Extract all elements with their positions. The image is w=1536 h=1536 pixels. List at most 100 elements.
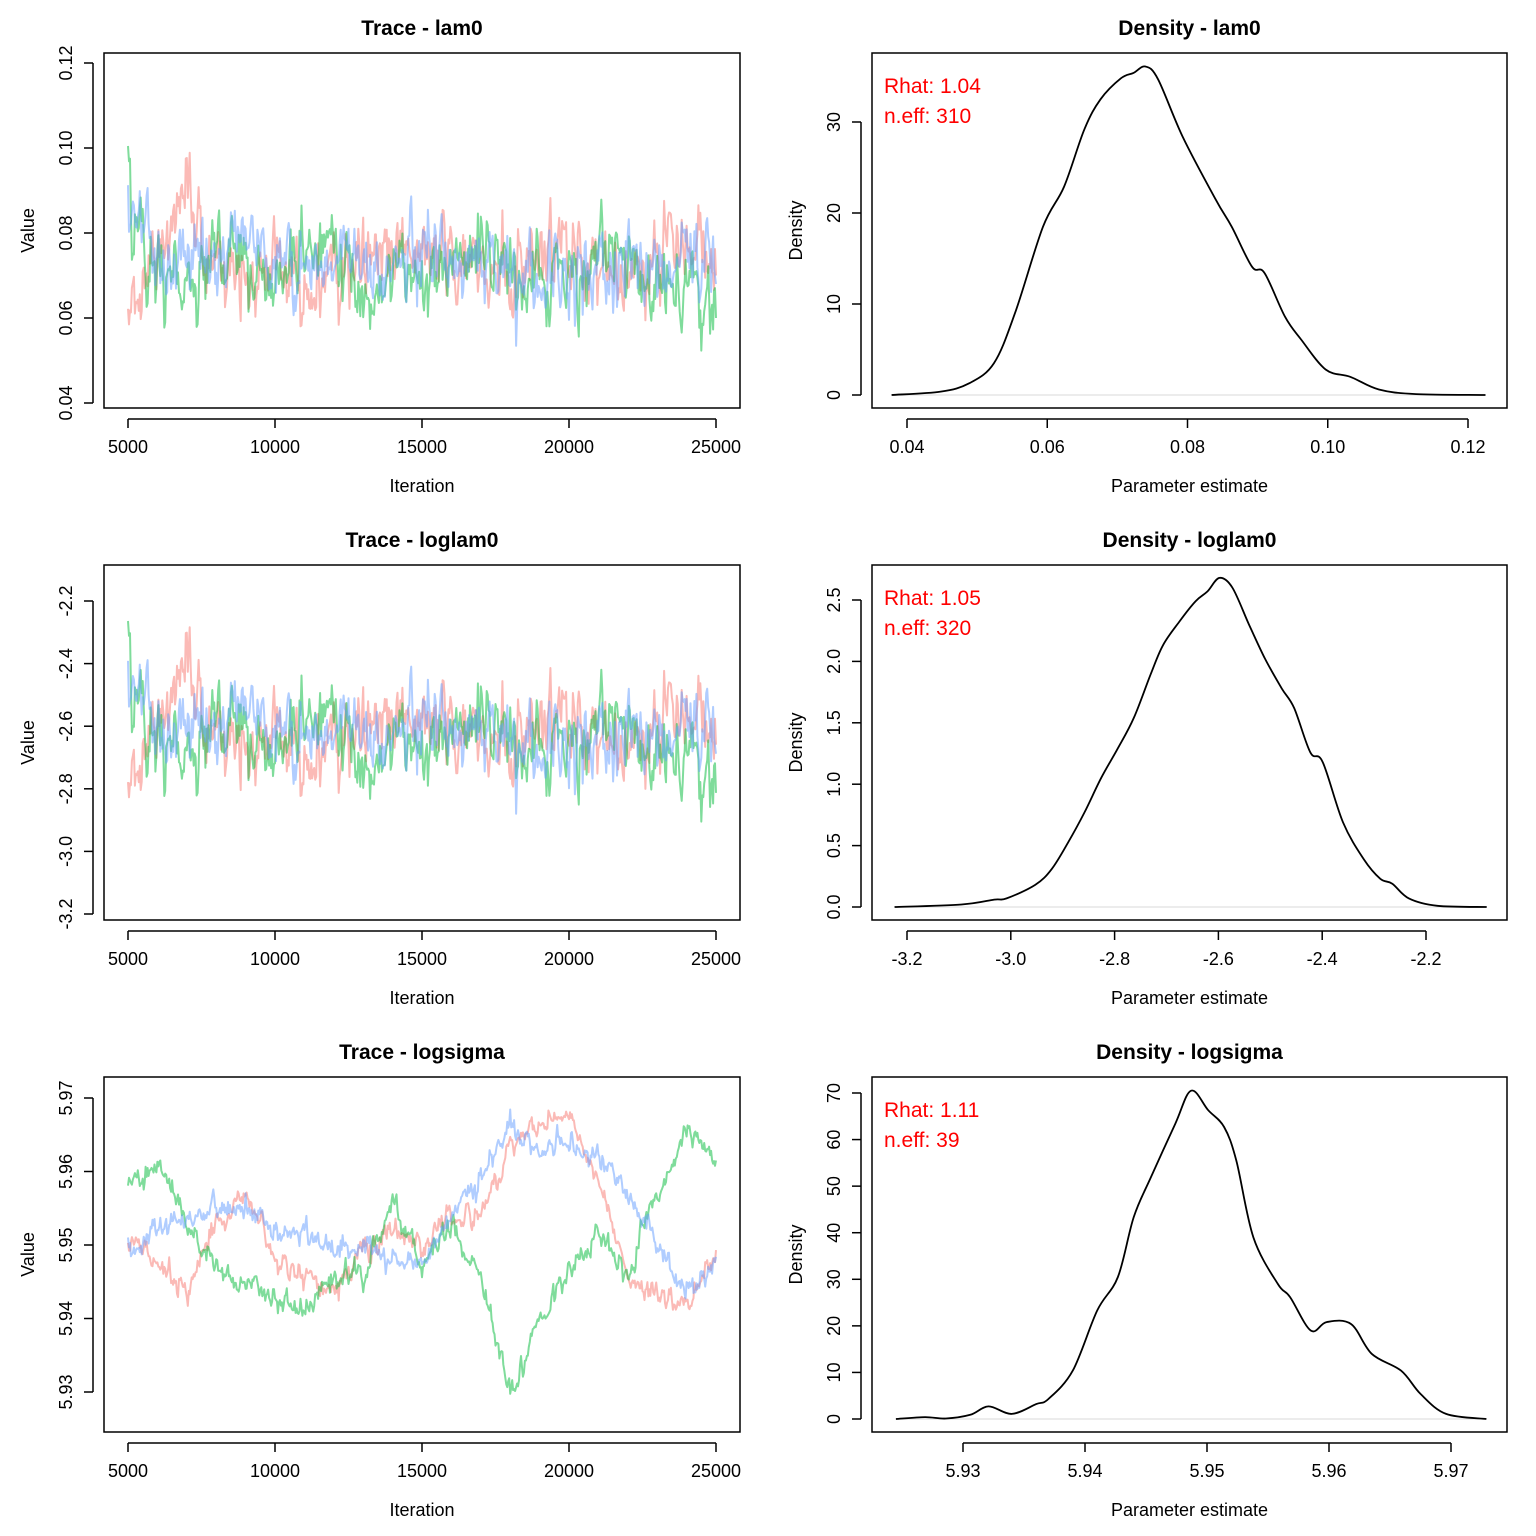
x-axis-title: Iteration — [389, 476, 454, 496]
y-tick-label: 20 — [824, 1316, 844, 1336]
y-tick-label: 70 — [824, 1083, 844, 1103]
x-tick-label: 5000 — [108, 437, 148, 457]
rhat-annotation: Rhat: 1.05 — [884, 587, 981, 610]
trace-chain-3-line — [127, 1108, 717, 1300]
x-tick-label: 0.10 — [1310, 437, 1345, 457]
y-tick-label: 0 — [824, 1414, 844, 1424]
x-tick-label: 0.08 — [1170, 437, 1205, 457]
y-tick-label: 10 — [824, 294, 844, 314]
y-axis-title: Value — [18, 1232, 38, 1277]
density-logsigma-panel: Density - logsigma Rhat: 1.11 n.eff: 39 5.9… — [786, 1041, 1508, 1520]
x-tick-label: 0.06 — [1030, 437, 1065, 457]
trace-loglam0-panel: Trace - loglam0 5000 10000 15000 20000 25000 I… — [18, 529, 741, 1008]
y-tick-label: 0.5 — [824, 833, 844, 858]
chart-title: Trace - logsigma — [339, 1041, 505, 1064]
y-tick-label: 1.0 — [824, 772, 844, 797]
y-tick-label: 60 — [824, 1130, 844, 1150]
plot-frame — [103, 52, 741, 409]
x-tick-label: 10000 — [250, 437, 300, 457]
y-axis-title: Density — [786, 712, 806, 772]
y-tick-label: -2.8 — [56, 773, 76, 804]
y-tick-label: 0.06 — [56, 300, 76, 335]
chart-title: Trace - lam0 — [361, 17, 482, 40]
y-axis-title: Value — [18, 208, 38, 253]
y-tick-label: 2.5 — [824, 587, 844, 612]
x-tick-label: 10000 — [250, 1461, 300, 1481]
neff-annotation: n.eff: 320 — [884, 617, 971, 640]
x-tick-label: 0.12 — [1450, 437, 1485, 457]
x-tick-label: 5.94 — [1067, 1461, 1102, 1481]
y-tick-label: -3.2 — [56, 898, 76, 929]
y-tick-label: 30 — [824, 112, 844, 132]
density-lam0-panel: Density - lam0 Rhat: 1.04 n.eff: 310 0.04 0.… — [786, 17, 1508, 496]
y-tick-label: 1.5 — [824, 710, 844, 735]
plot-frame — [871, 52, 1508, 409]
x-tick-label: -2.2 — [1410, 949, 1441, 969]
x-tick-label: -3.2 — [891, 949, 922, 969]
x-tick-label: -3.0 — [995, 949, 1026, 969]
x-tick-label: 15000 — [397, 949, 447, 969]
density-curve — [891, 65, 1486, 396]
x-tick-label: 15000 — [397, 437, 447, 457]
rhat-annotation: Rhat: 1.04 — [884, 75, 981, 98]
x-tick-label: 25000 — [691, 949, 741, 969]
y-tick-label: 40 — [824, 1223, 844, 1243]
y-tick-label: 5.93 — [56, 1374, 76, 1409]
x-axis-title: Iteration — [389, 1500, 454, 1520]
x-tick-label: -2.4 — [1307, 949, 1338, 969]
y-axis-title: Density — [786, 1224, 806, 1284]
y-tick-label: 30 — [824, 1269, 844, 1289]
trace-lam0-panel: Trace - lam0 5000 10000 15000 20000 25000 Iter… — [18, 17, 741, 496]
y-tick-label: 0.0 — [824, 894, 844, 919]
neff-annotation: n.eff: 310 — [884, 105, 971, 128]
x-tick-label: -2.8 — [1099, 949, 1130, 969]
y-tick-label: 5.96 — [56, 1154, 76, 1189]
x-tick-label: 5.96 — [1311, 1461, 1346, 1481]
y-tick-label: 5.97 — [56, 1080, 76, 1115]
chart-title: Density - lam0 — [1118, 17, 1260, 40]
x-tick-label: 0.04 — [889, 437, 924, 457]
x-tick-label: 20000 — [544, 949, 594, 969]
density-loglam0-panel: Density - loglam0 Rhat: 1.05 n.eff: 320 -3.… — [786, 529, 1508, 1008]
y-tick-label: -3.0 — [56, 836, 76, 867]
x-tick-label: 5000 — [108, 949, 148, 969]
y-axis-title: Value — [18, 720, 38, 765]
x-axis-title: Parameter estimate — [1111, 988, 1268, 1008]
x-tick-label: 25000 — [691, 1461, 741, 1481]
y-tick-label: 0.12 — [56, 45, 76, 80]
x-tick-label: 20000 — [544, 437, 594, 457]
trace-chain-3-line — [127, 659, 717, 815]
x-tick-label: 25000 — [691, 437, 741, 457]
y-tick-label: 0.10 — [56, 130, 76, 165]
x-tick-label: 10000 — [250, 949, 300, 969]
plot-frame — [103, 564, 741, 921]
trace-chain-1-line — [127, 1109, 717, 1311]
y-tick-label: -2.2 — [56, 585, 76, 616]
x-axis-title: Parameter estimate — [1111, 476, 1268, 496]
x-tick-label: 15000 — [397, 1461, 447, 1481]
y-tick-label: 0 — [824, 390, 844, 400]
x-tick-label: 20000 — [544, 1461, 594, 1481]
plot-frame — [871, 564, 1508, 921]
x-axis-title: Parameter estimate — [1111, 1500, 1268, 1520]
plot-frame — [871, 1076, 1508, 1433]
x-tick-label: 5.95 — [1189, 1461, 1224, 1481]
chart-title: Density - logsigma — [1096, 1041, 1283, 1064]
chart-title: Density - loglam0 — [1103, 529, 1277, 552]
x-tick-label: 5.97 — [1433, 1461, 1468, 1481]
density-curve — [894, 576, 1487, 908]
y-tick-label: 5.94 — [56, 1301, 76, 1336]
x-tick-label: -2.6 — [1203, 949, 1234, 969]
y-tick-label: 0.04 — [56, 385, 76, 420]
chart-title: Trace - loglam0 — [346, 529, 499, 552]
x-tick-label: 5.93 — [945, 1461, 980, 1481]
trace-chain-3-line — [127, 185, 717, 347]
y-tick-label: 50 — [824, 1176, 844, 1196]
y-axis-title: Density — [786, 200, 806, 260]
neff-annotation: n.eff: 39 — [884, 1129, 960, 1152]
y-tick-label: -2.4 — [56, 648, 76, 679]
y-tick-label: 2.0 — [824, 649, 844, 674]
plot-frame — [103, 1076, 741, 1433]
y-tick-label: 5.95 — [56, 1227, 76, 1262]
